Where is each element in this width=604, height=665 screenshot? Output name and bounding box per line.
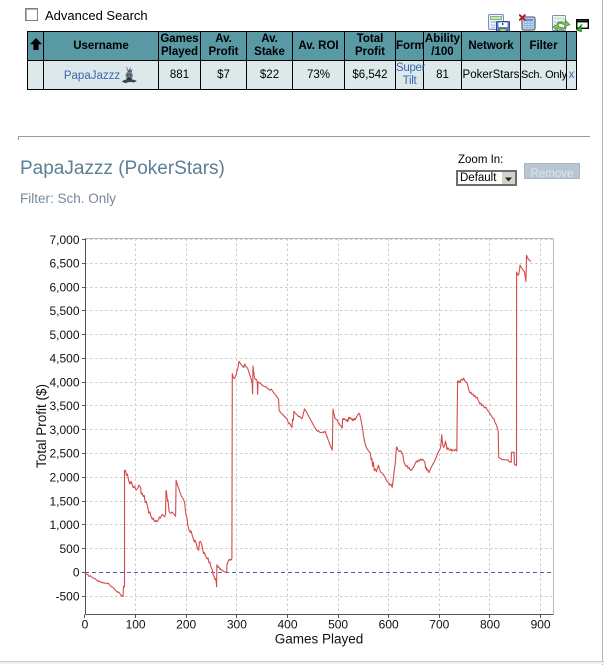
svg-text:6,000: 6,000	[49, 280, 79, 294]
svg-text:5,500: 5,500	[49, 304, 79, 318]
svg-text:3,000: 3,000	[49, 423, 79, 437]
svg-text:3,500: 3,500	[49, 399, 79, 413]
svg-text:0: 0	[73, 566, 80, 580]
svg-text:7,000: 7,000	[49, 233, 79, 247]
svg-text:2,500: 2,500	[49, 447, 79, 461]
svg-text:6,500: 6,500	[49, 257, 79, 271]
svg-text:Total Profit ($): Total Profit ($)	[34, 384, 49, 468]
svg-text:2,000: 2,000	[49, 471, 79, 485]
svg-text:5,000: 5,000	[49, 328, 79, 342]
svg-text:1,000: 1,000	[49, 518, 79, 532]
svg-text:400: 400	[277, 618, 297, 632]
svg-text:200: 200	[176, 618, 196, 632]
svg-text:-500: -500	[55, 589, 79, 603]
svg-text:0: 0	[82, 618, 89, 632]
svg-text:700: 700	[429, 618, 449, 632]
svg-text:1,500: 1,500	[49, 494, 79, 508]
svg-text:500: 500	[59, 542, 79, 556]
svg-text:600: 600	[379, 618, 399, 632]
svg-text:100: 100	[126, 618, 146, 632]
svg-text:4,000: 4,000	[49, 375, 79, 389]
svg-text:500: 500	[328, 618, 348, 632]
svg-text:800: 800	[480, 618, 500, 632]
svg-text:4,500: 4,500	[49, 352, 79, 366]
svg-text:300: 300	[227, 618, 247, 632]
svg-text:900: 900	[531, 618, 551, 632]
svg-text:Games Played: Games Played	[275, 632, 364, 647]
